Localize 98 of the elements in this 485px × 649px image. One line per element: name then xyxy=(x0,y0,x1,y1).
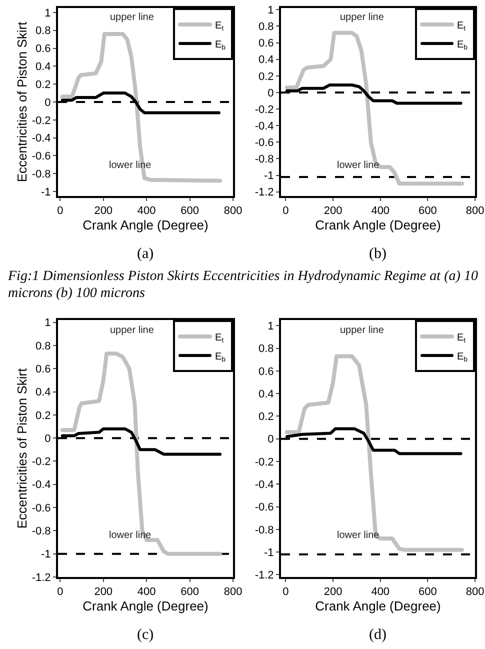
y-tick-label: 0 xyxy=(268,434,274,446)
x-tick-label: 600 xyxy=(180,586,199,598)
text: (a) xyxy=(137,246,154,262)
y-tick-label: 0.4 xyxy=(36,386,51,399)
annotation: upper line xyxy=(340,325,384,336)
legend-label: E$_{t}$ xyxy=(215,20,224,32)
y-tick-label: -1 xyxy=(41,548,51,561)
y-tick-label: 0.4 xyxy=(36,61,51,74)
y-tick-label: -1.2 xyxy=(32,572,51,584)
y-tick-label: -1 xyxy=(264,546,274,559)
y-axis-title: Eccentricities of Piston Skirt xyxy=(14,368,30,529)
y-tick-label: 0.2 xyxy=(36,78,51,91)
x-tick-label: 400 xyxy=(371,586,390,598)
x-axis-title: Crank Angle (Degree) xyxy=(82,598,208,614)
x-tick-label: 200 xyxy=(324,586,342,598)
line-series xyxy=(284,30,464,186)
y-tick-label: 0 xyxy=(44,432,51,445)
y-tick-label: 0.6 xyxy=(258,366,274,378)
y-tick-label: 0 xyxy=(44,96,51,109)
y-tick-label: 0.8 xyxy=(258,21,274,34)
x-axis-title: Crank Angle (Degree) xyxy=(82,217,208,232)
y-tick-label: -0.4 xyxy=(254,120,274,132)
y-tick-label: -0.2 xyxy=(32,114,51,127)
legend-label: E$_{b}$ xyxy=(457,39,468,52)
y-axis-title: Eccentricities of Piston Skirt xyxy=(14,21,30,182)
annotation: upper line xyxy=(340,12,384,23)
x-tick-label: 0 xyxy=(57,205,64,218)
x-tick-label: 600 xyxy=(180,205,199,218)
y-tick-label: 0.8 xyxy=(36,340,51,352)
annotation: upper line xyxy=(110,12,154,23)
line-series xyxy=(60,352,222,556)
y-tick-label: -0.2 xyxy=(32,456,51,468)
y-tick-label: 1 xyxy=(268,4,274,17)
x-tick-label: 200 xyxy=(94,586,113,598)
line-series xyxy=(60,32,222,183)
legend-label: E$_{b}$ xyxy=(215,351,226,364)
line-series xyxy=(284,354,464,552)
y-tick-label: 1 xyxy=(44,7,51,20)
x-axis-title: Crank Angle (Degree) xyxy=(315,217,441,232)
x-tick-label: 800 xyxy=(466,205,484,218)
y-tick-label: -0.4 xyxy=(254,479,274,492)
x-axis-title: Crank Angle (Degree) xyxy=(315,598,441,614)
y-tick-label: -1 xyxy=(41,186,51,198)
x-tick-label: 400 xyxy=(371,205,390,218)
text: (c) xyxy=(137,627,154,643)
y-tick-label: 0.6 xyxy=(36,363,51,376)
y-tick-label: -0.8 xyxy=(32,168,51,180)
y-tick-label: -0.8 xyxy=(254,524,274,536)
y-tick-label: 0.4 xyxy=(258,388,274,400)
y-tick-label: 0.2 xyxy=(36,410,51,422)
legend-label: E$_{t}$ xyxy=(215,332,224,344)
annotation: lower line xyxy=(337,160,380,171)
y-tick-label: 0.2 xyxy=(258,70,274,83)
y-tick-label: 0.8 xyxy=(36,25,51,38)
x-tick-label: 200 xyxy=(94,205,113,218)
annotation: lower line xyxy=(109,530,152,541)
y-tick-label: 0 xyxy=(268,87,274,100)
y-tick-label: -0.2 xyxy=(254,104,274,116)
y-tick-label: -0.8 xyxy=(254,154,274,166)
y-tick-label: 1 xyxy=(268,320,274,333)
x-tick-label: 200 xyxy=(324,205,342,218)
x-tick-label: 600 xyxy=(418,205,437,218)
x-tick-label: 0 xyxy=(282,205,289,218)
x-tick-label: 0 xyxy=(57,586,64,598)
x-tick-label: 400 xyxy=(137,586,156,598)
x-tick-label: 800 xyxy=(224,586,242,598)
x-tick-label: 400 xyxy=(137,205,156,218)
annotation: upper line xyxy=(110,325,154,336)
y-tick-label: -0.6 xyxy=(32,150,51,163)
y-tick-label: 0.2 xyxy=(258,411,274,424)
y-tick-label: 0.6 xyxy=(36,43,51,56)
x-tick-label: 800 xyxy=(466,586,484,598)
y-tick-label: -0.6 xyxy=(254,137,274,150)
text: Fig:1 Dimensionless Piston Skirts Eccentricities in Hydrodynamic Regime at (a) 10 microns (b) 100 microns xyxy=(8,268,478,302)
y-tick-label: -0.2 xyxy=(254,456,274,468)
annotation: lower line xyxy=(337,530,380,541)
text: (d) xyxy=(369,627,386,643)
text: (b) xyxy=(369,246,386,262)
legend-label: E$_{b}$ xyxy=(215,39,226,52)
x-tick-label: 0 xyxy=(282,586,289,598)
y-tick-label: 0.4 xyxy=(258,54,274,66)
legend-label: E$_{b}$ xyxy=(457,351,468,364)
y-tick-label: -0.4 xyxy=(32,479,51,492)
y-tick-label: -0.6 xyxy=(32,502,51,514)
annotation: lower line xyxy=(109,160,152,171)
y-tick-label: -1 xyxy=(264,170,274,182)
legend-label: E$_{t}$ xyxy=(457,332,466,344)
y-tick-label: 1 xyxy=(44,317,51,330)
y-tick-label: 0.8 xyxy=(258,343,274,356)
x-tick-label: 600 xyxy=(418,586,437,598)
y-tick-label: -1.2 xyxy=(254,186,274,199)
y-tick-label: -1.2 xyxy=(254,570,274,582)
y-tick-label: 0.6 xyxy=(258,38,274,50)
y-tick-label: -0.8 xyxy=(32,526,51,538)
y-tick-label: -0.4 xyxy=(32,132,51,145)
y-tick-label: -0.6 xyxy=(254,502,274,514)
legend-label: E$_{t}$ xyxy=(457,20,466,32)
x-tick-label: 800 xyxy=(224,205,242,218)
